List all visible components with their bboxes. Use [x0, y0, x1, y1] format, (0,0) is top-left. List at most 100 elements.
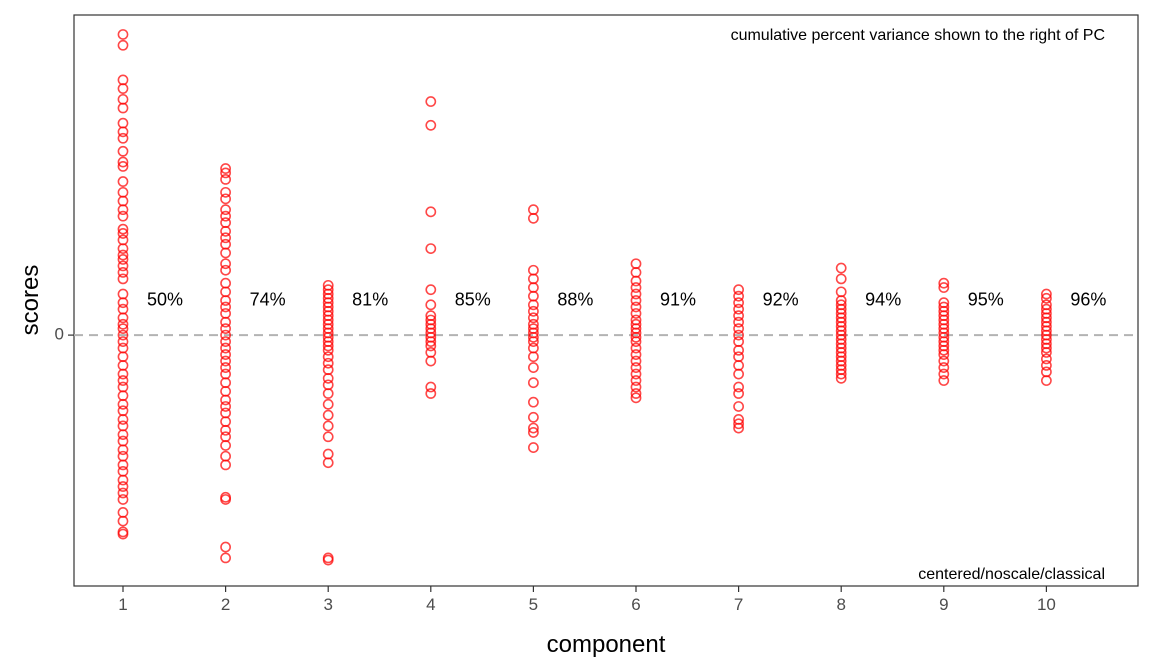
y-axis-title: scores [17, 265, 44, 336]
x-tick-label: 4 [426, 595, 435, 614]
score-point [117, 398, 129, 410]
score-point [528, 427, 539, 438]
score-point [117, 474, 129, 486]
score-point [117, 210, 129, 222]
score-point [322, 420, 334, 432]
score-point [117, 323, 129, 335]
score-point [835, 372, 847, 384]
score-point [322, 398, 334, 410]
score-point [117, 414, 129, 425]
score-point [322, 431, 334, 443]
plot-panel [73, 14, 1139, 587]
score-point [220, 401, 231, 412]
score-point [220, 204, 231, 216]
cumulative-percent-label: 88% [557, 289, 593, 309]
score-point [220, 336, 231, 347]
score-point [528, 336, 539, 347]
score-point [528, 377, 539, 389]
score-point [630, 375, 642, 386]
score-point [220, 163, 231, 174]
score-point [1041, 375, 1052, 386]
score-point [220, 552, 231, 564]
score-point [117, 266, 129, 278]
score-point [117, 126, 129, 138]
cumulative-percent-labels: 50% 74% 81% 85% 88% 91% 92% 94% 95% 96% [147, 289, 1106, 309]
score-point [630, 388, 642, 399]
score-point [528, 212, 539, 224]
score-point [117, 375, 129, 386]
y-axis-ticks: 0 [55, 325, 74, 344]
score-point [528, 312, 539, 324]
score-point [630, 349, 642, 360]
score-point [938, 344, 950, 356]
x-tick-label: 10 [1037, 595, 1056, 614]
cumulative-percent-label: 95% [968, 289, 1004, 309]
score-point [630, 331, 642, 343]
score-point [220, 167, 231, 179]
score-point [938, 282, 950, 293]
points-layer [117, 29, 1052, 566]
score-point [220, 349, 231, 360]
score-point [835, 273, 847, 285]
score-point [733, 284, 744, 296]
cumulative-percent-label: 81% [352, 289, 388, 309]
score-point [322, 357, 334, 369]
score-point [425, 381, 437, 393]
score-point [220, 394, 231, 406]
x-axis-title: component [547, 631, 666, 658]
score-point [1041, 353, 1052, 365]
cumulative-percent-label: 94% [865, 289, 901, 309]
score-point [117, 204, 129, 216]
score-point [322, 388, 334, 399]
score-point [117, 156, 129, 168]
score-point [425, 119, 437, 131]
score-point [117, 487, 129, 499]
score-point [938, 277, 950, 289]
x-tick-label: 5 [529, 595, 538, 614]
score-point [117, 223, 129, 235]
score-point [322, 372, 334, 384]
score-point [630, 362, 642, 373]
score-point [733, 381, 744, 393]
score-point [733, 388, 744, 399]
score-point [630, 301, 642, 313]
score-point [630, 342, 642, 354]
score-point [117, 336, 129, 347]
score-point [220, 264, 231, 276]
score-point [733, 316, 744, 328]
score-point [220, 225, 231, 237]
score-point [425, 243, 437, 254]
score-point [220, 424, 231, 436]
score-point [938, 368, 950, 380]
score-point [630, 392, 642, 404]
score-point [1041, 359, 1052, 371]
score-point [117, 273, 129, 285]
score-point [733, 323, 744, 335]
score-point [220, 329, 231, 341]
score-point [322, 554, 334, 566]
score-point [117, 528, 129, 540]
score-point [733, 368, 744, 380]
score-point [117, 444, 129, 456]
score-point [117, 254, 129, 265]
score-point [220, 362, 231, 373]
score-point [220, 494, 231, 505]
score-point [117, 132, 129, 144]
cumulative-percent-label: 85% [455, 289, 491, 309]
score-point [733, 422, 744, 434]
score-point [117, 243, 129, 254]
score-point [528, 422, 539, 434]
score-point [220, 342, 231, 354]
score-point [938, 362, 950, 373]
score-point [733, 329, 744, 341]
score-point [117, 297, 129, 309]
score-point [220, 316, 231, 328]
score-point [117, 102, 129, 114]
score-point [1041, 292, 1052, 304]
cumulative-percent-label: 74% [250, 289, 286, 309]
x-tick-label: 2 [221, 595, 230, 614]
score-point [117, 176, 129, 187]
score-point [117, 161, 129, 172]
score-point [117, 368, 129, 380]
